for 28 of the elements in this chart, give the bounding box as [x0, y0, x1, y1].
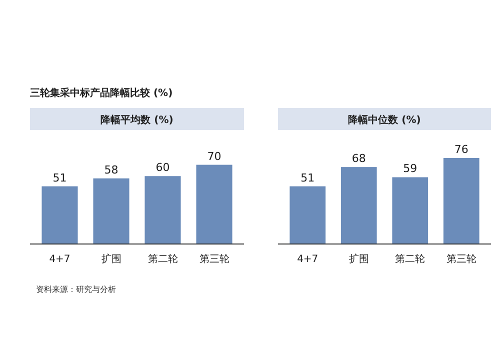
x-tick-label: 4+7 — [49, 254, 70, 265]
x-tick-label: 第二轮 — [395, 253, 426, 265]
data-label: 70 — [207, 150, 222, 163]
chart-title: 三轮集采中标产品降幅比较 (%) — [30, 87, 173, 99]
x-tick-label: 扩围 — [348, 253, 369, 265]
bar — [290, 186, 326, 244]
data-label: 68 — [352, 152, 366, 166]
x-tick-label: 第三轮 — [199, 253, 230, 265]
bar — [340, 167, 377, 244]
chart-subtitle: 降幅中位数 (%) — [348, 114, 421, 126]
data-label: 51 — [300, 171, 315, 184]
text: 资料来源：研究与分析 — [36, 285, 116, 294]
x-tick-label: 第三轮 — [446, 253, 476, 265]
bar — [42, 186, 78, 244]
data-label: 60 — [156, 161, 170, 174]
data-label: 76 — [454, 143, 468, 156]
x-tick-label: 第二轮 — [148, 253, 178, 265]
x-tick-label: 扩围 — [101, 253, 122, 265]
bar — [392, 177, 428, 244]
data-label: 58 — [104, 163, 118, 176]
chart-subtitle: 降幅平均数 (%) — [100, 114, 174, 126]
bar — [196, 164, 232, 244]
data-label: 51 — [52, 171, 67, 184]
x-tick-label: 4+7 — [297, 254, 318, 265]
bar — [443, 158, 480, 244]
data-label: 59 — [403, 162, 418, 176]
bar — [93, 178, 130, 244]
bar — [144, 176, 181, 244]
